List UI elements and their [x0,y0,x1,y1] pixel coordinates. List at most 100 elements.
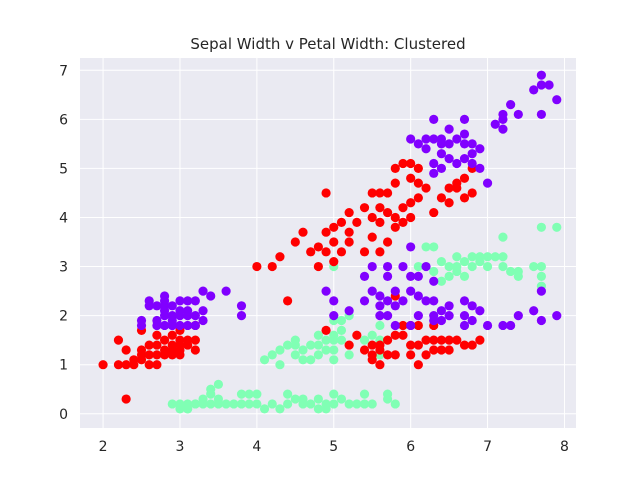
data-point [444,261,454,272]
data-point [359,271,370,281]
y-tick-label: 0 [59,407,68,423]
data-point [436,335,447,345]
data-point [375,301,385,311]
data-point [175,306,185,316]
data-point [536,261,546,272]
data-point [413,178,423,188]
data-point [175,404,185,414]
data-point [329,311,339,321]
data-point [121,360,131,370]
data-point [382,296,393,306]
data-point [421,242,431,252]
data-point [321,247,331,257]
data-point [475,335,485,345]
data-point [452,134,462,144]
data-point [152,301,162,311]
data-point [221,399,231,409]
data-point [421,296,431,306]
data-point [298,394,308,404]
data-point [467,252,477,262]
chart-title: Sepal Width v Petal Width: Clustered [190,35,465,53]
data-point [406,320,416,331]
data-point [382,394,393,404]
data-point [444,139,454,149]
data-point [444,311,454,321]
data-point [359,345,370,355]
data-point [152,340,162,350]
y-tick-label: 6 [59,112,68,128]
data-point [406,242,416,252]
data-point [283,389,293,399]
data-point [390,212,400,223]
data-point [536,222,546,232]
data-point [198,286,208,296]
data-point [436,276,447,286]
data-point [367,286,377,296]
data-point [413,340,423,350]
data-point [183,306,193,316]
data-point [336,247,347,257]
data-point [444,301,454,311]
data-point [421,350,431,360]
data-point [382,311,393,321]
data-point [536,286,546,296]
data-point [429,158,439,169]
data-point [336,394,347,404]
data-point [352,217,362,227]
data-point [321,345,331,355]
y-tick-label: 7 [59,63,68,79]
data-point [344,340,354,350]
data-point [529,85,539,95]
data-point [367,188,377,198]
data-point [536,80,546,90]
x-tick-label: 4 [252,439,261,455]
data-point [136,320,147,331]
data-point [159,296,170,306]
data-point [167,301,177,311]
data-point [329,389,339,399]
data-point [459,153,470,164]
data-point [367,212,377,223]
data-point [375,188,385,198]
data-point [275,360,285,370]
data-point [382,188,393,198]
data-point [421,183,431,193]
data-point [552,95,562,105]
data-point [113,360,124,370]
data-point [429,276,439,286]
data-point [398,330,408,340]
data-point [390,399,400,409]
data-point [429,345,439,355]
data-point [475,252,485,262]
data-point [198,306,208,316]
data-point [467,301,477,311]
data-point [313,404,323,414]
data-point [436,193,447,203]
data-points [98,70,562,414]
data-point [306,340,316,350]
data-point [275,345,285,355]
data-point [344,350,354,360]
data-point [536,315,546,326]
data-point [267,261,277,272]
data-point [467,149,477,159]
data-point [329,335,339,345]
data-point [467,188,477,198]
data-point [390,350,400,360]
data-point [544,80,554,90]
x-axis-ticks: 2 3 4 5 6 7 8 [99,439,569,455]
data-point [513,266,523,277]
data-point [167,340,177,350]
data-point [336,217,347,227]
data-point [298,227,308,237]
data-point [198,399,208,409]
data-point [321,399,331,409]
data-point [421,144,431,154]
data-point [498,252,508,262]
data-point [306,399,316,409]
data-point [313,350,323,360]
data-point [321,227,331,237]
data-point [506,266,516,277]
data-point [183,296,193,306]
